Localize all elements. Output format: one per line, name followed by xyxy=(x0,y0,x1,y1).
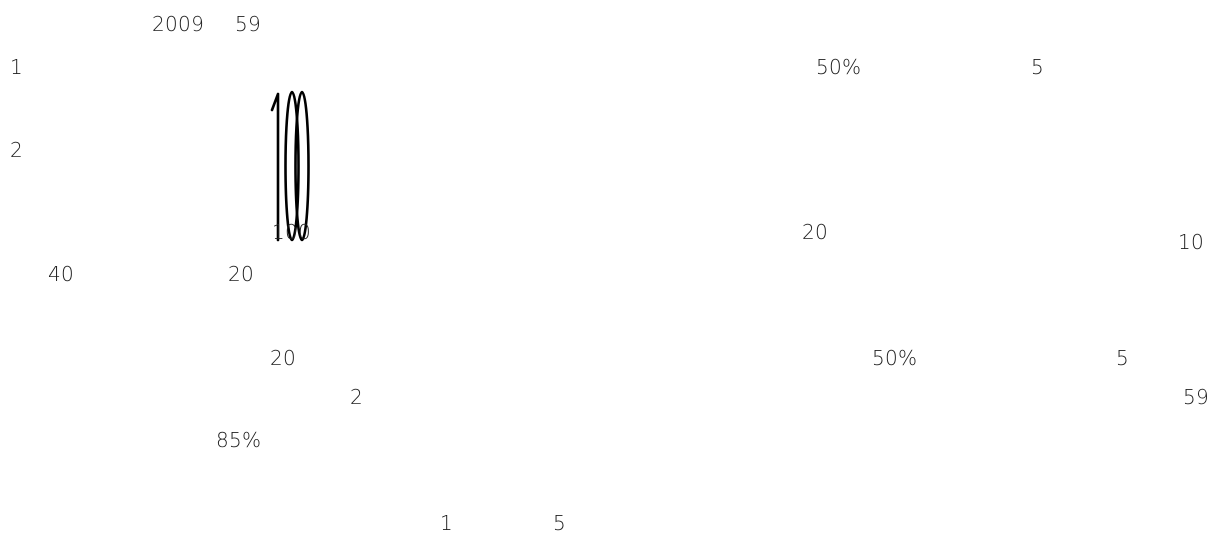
number-59-top: 59 xyxy=(235,12,262,36)
year-text: 2009 xyxy=(152,12,205,36)
percent-50-lower: 50% xyxy=(872,346,918,370)
number-20-lower: 20 xyxy=(270,346,297,370)
number-40: 40 xyxy=(48,262,75,286)
number-1-bottom: 1 xyxy=(440,511,454,535)
number-5-lower: 5 xyxy=(1116,346,1130,370)
number-10-right: 10 xyxy=(1178,230,1205,254)
number-1-left: 1 xyxy=(10,55,24,79)
glyph-zero-left xyxy=(284,90,300,242)
glyph-zero-right xyxy=(294,90,310,242)
number-20-left: 20 xyxy=(228,262,255,286)
number-5-top: 5 xyxy=(1031,55,1045,79)
number-100: 100 xyxy=(272,220,312,244)
percent-50-top: 50% xyxy=(816,55,862,79)
glyph-one-stroke xyxy=(270,92,280,242)
number-20-mid: 20 xyxy=(802,220,829,244)
number-59-right: 59 xyxy=(1183,385,1210,409)
number-5-bottom: 5 xyxy=(553,511,567,535)
stretched-glyph-svg xyxy=(270,90,310,242)
stretched-glyph-cluster xyxy=(268,84,316,248)
percent-85: 85% xyxy=(216,428,262,452)
number-2-left: 2 xyxy=(10,138,24,162)
number-2-center: 2 xyxy=(350,385,364,409)
